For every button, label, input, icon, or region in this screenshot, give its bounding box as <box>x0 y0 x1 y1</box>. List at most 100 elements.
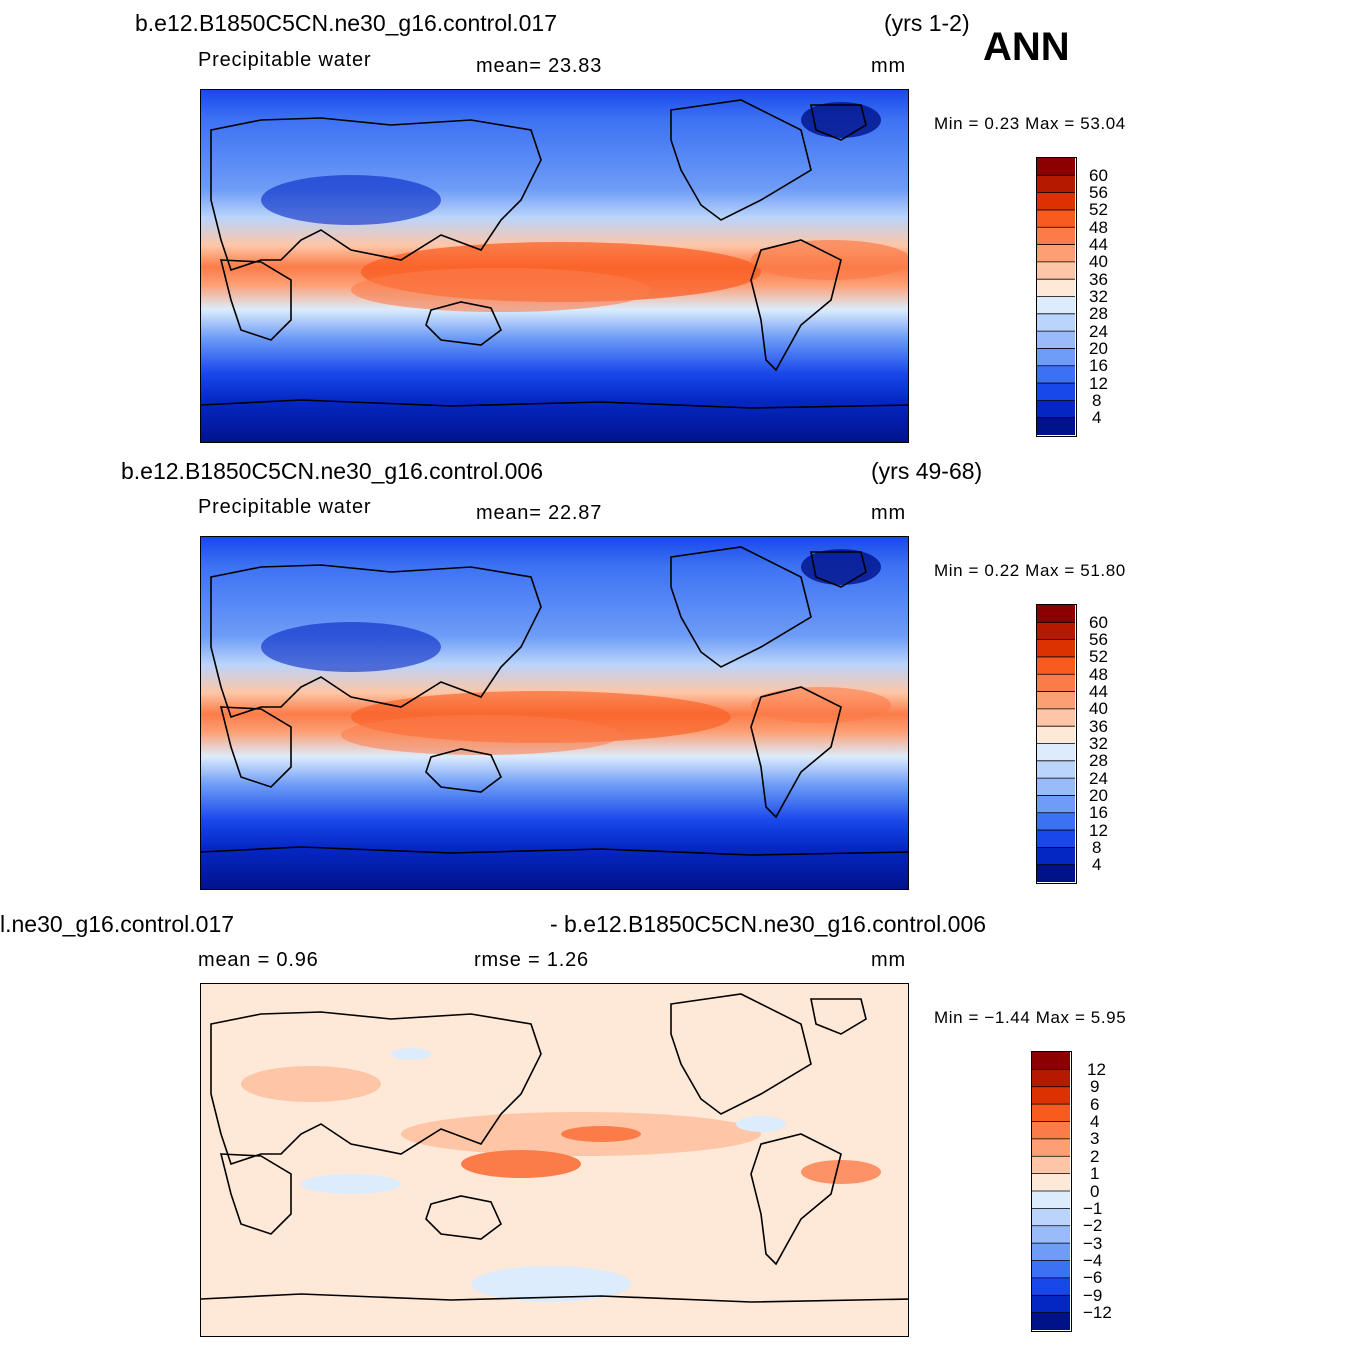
panel1-colorbar <box>1036 157 1077 437</box>
panel2-variable: Precipitable water <box>198 496 372 518</box>
panel2-minmax: Min = 0.22 Max = 51.80 <box>934 561 1126 580</box>
colorbar-tick-label: −4 <box>1083 1251 1103 1270</box>
panel1-minmax: Min = 0.23 Max = 53.04 <box>934 114 1126 133</box>
panel2-units: mm <box>871 502 906 524</box>
colorbar-tick-label: 20 <box>1089 785 1108 805</box>
colorbar-tick-label: 2 <box>1090 1146 1100 1166</box>
colorbar-swatch <box>1037 656 1075 675</box>
colorbar-tick-label: 16 <box>1089 803 1108 823</box>
colorbar-swatch <box>1037 279 1075 297</box>
colorbar-swatch <box>1037 708 1075 727</box>
colorbar-swatch <box>1037 227 1075 246</box>
colorbar-swatch <box>1037 158 1075 176</box>
colorbar-tick-label: 44 <box>1089 682 1108 702</box>
colorbar-tick-label: 12 <box>1089 820 1108 840</box>
colorbar-tick-label: 32 <box>1089 287 1108 306</box>
colorbar-swatch <box>1037 691 1075 710</box>
colorbar-swatch <box>1032 1225 1070 1244</box>
colorbar-swatch <box>1037 795 1075 814</box>
colorbar-tick-label: 0 <box>1090 1181 1100 1201</box>
colorbar-swatch <box>1037 847 1075 866</box>
colorbar-tick-label: 4 <box>1092 408 1102 428</box>
colorbar-tick-label: 56 <box>1089 183 1108 203</box>
colorbar-swatch <box>1037 244 1075 263</box>
colorbar-tick-label: −9 <box>1083 1285 1103 1305</box>
colorbar-tick-label: −3 <box>1083 1233 1103 1253</box>
colorbar-tick-label: 32 <box>1089 734 1108 753</box>
colorbar-swatch <box>1037 726 1075 744</box>
panel3-minmax: Min = −1.44 Max = 5.95 <box>934 1008 1127 1027</box>
colorbar-tick-label: 40 <box>1089 252 1108 272</box>
colorbar-tick-label: 24 <box>1089 768 1108 788</box>
colorbar-tick-label: 1 <box>1090 1164 1100 1184</box>
panel1-case-name: b.e12.B1850C5CN.ne30_g16.control.017 <box>135 10 557 36</box>
colorbar-swatch <box>1037 365 1075 384</box>
colorbar-tick-label: 44 <box>1089 235 1108 255</box>
colorbar-tick-label: 60 <box>1089 165 1108 185</box>
colorbar-tick-label: 20 <box>1089 338 1108 358</box>
colorbar-swatch <box>1037 192 1075 211</box>
colorbar-swatch <box>1037 778 1075 796</box>
colorbar-tick-label: 60 <box>1089 612 1108 632</box>
colorbar-swatch <box>1037 348 1075 367</box>
panel2-mean: mean= 22.87 <box>476 502 603 524</box>
panel3-case-right: - b.e12.B1850C5CN.ne30_g16.control.006 <box>550 911 987 937</box>
colorbar-tick-label: 36 <box>1089 716 1108 736</box>
colorbar-swatch <box>1032 1086 1070 1105</box>
colorbar-swatch <box>1037 864 1075 882</box>
colorbar-swatch <box>1037 383 1075 401</box>
panel3-units: mm <box>871 949 906 971</box>
colorbar-tick-label: 52 <box>1089 200 1108 220</box>
colorbar-tick-label: −1 <box>1083 1198 1103 1218</box>
colorbar-tick-label: 48 <box>1089 217 1108 237</box>
colorbar-swatch <box>1037 209 1075 228</box>
colorbar-tick-label: 8 <box>1092 390 1102 410</box>
colorbar-swatch <box>1037 760 1075 779</box>
colorbar-tick-label: 3 <box>1090 1129 1100 1149</box>
colorbar-swatch <box>1037 639 1075 658</box>
colorbar-tick-label: 4 <box>1090 1112 1100 1131</box>
colorbar-swatch <box>1037 674 1075 693</box>
panel2-map <box>200 536 909 890</box>
colorbar-tick-label: 8 <box>1092 837 1102 857</box>
colorbar-swatch <box>1037 175 1075 194</box>
panel1-map <box>200 89 909 443</box>
colorbar-tick-label: 56 <box>1089 630 1108 650</box>
colorbar-swatch <box>1032 1069 1070 1088</box>
colorbar-swatch <box>1032 1052 1070 1070</box>
colorbar-swatch <box>1037 261 1075 280</box>
colorbar-swatch <box>1032 1138 1070 1157</box>
colorbar-swatch <box>1032 1295 1070 1314</box>
colorbar-swatch <box>1032 1191 1070 1209</box>
season-label: ANN <box>983 25 1070 69</box>
colorbar-tick-label: 12 <box>1089 373 1108 393</box>
colorbar-tick-label: 4 <box>1092 855 1102 875</box>
colorbar-tick-label: 28 <box>1089 751 1108 771</box>
panel2-colorbar <box>1036 604 1077 884</box>
panel1-variable: Precipitable water <box>198 49 372 71</box>
colorbar-tick-label: 36 <box>1089 269 1108 289</box>
colorbar-swatch <box>1032 1104 1070 1123</box>
colorbar-swatch <box>1037 296 1075 315</box>
panel3-case-left: l.ne30_g16.control.017 <box>0 911 235 937</box>
colorbar-swatch <box>1032 1173 1070 1192</box>
panel3-map <box>200 983 909 1337</box>
colorbar-swatch <box>1037 743 1075 762</box>
colorbar-tick-label: −12 <box>1083 1303 1112 1323</box>
colorbar-swatch <box>1032 1208 1070 1227</box>
colorbar-tick-label: 16 <box>1089 356 1108 376</box>
colorbar-swatch <box>1037 331 1075 349</box>
colorbar-tick-label: −2 <box>1083 1216 1103 1236</box>
panel1-units: mm <box>871 55 906 77</box>
panel3-rmse: rmse = 1.26 <box>474 949 589 971</box>
colorbar-swatch <box>1037 400 1075 419</box>
colorbar-swatch <box>1037 622 1075 641</box>
colorbar-tick-label: 52 <box>1089 647 1108 667</box>
colorbar-swatch <box>1037 417 1075 435</box>
colorbar-swatch <box>1032 1121 1070 1140</box>
colorbar-swatch <box>1037 605 1075 623</box>
panel1-mean: mean= 23.83 <box>476 55 603 77</box>
colorbar-tick-label: 24 <box>1089 321 1108 341</box>
colorbar-swatch <box>1037 830 1075 848</box>
colorbar-swatch <box>1032 1156 1070 1175</box>
